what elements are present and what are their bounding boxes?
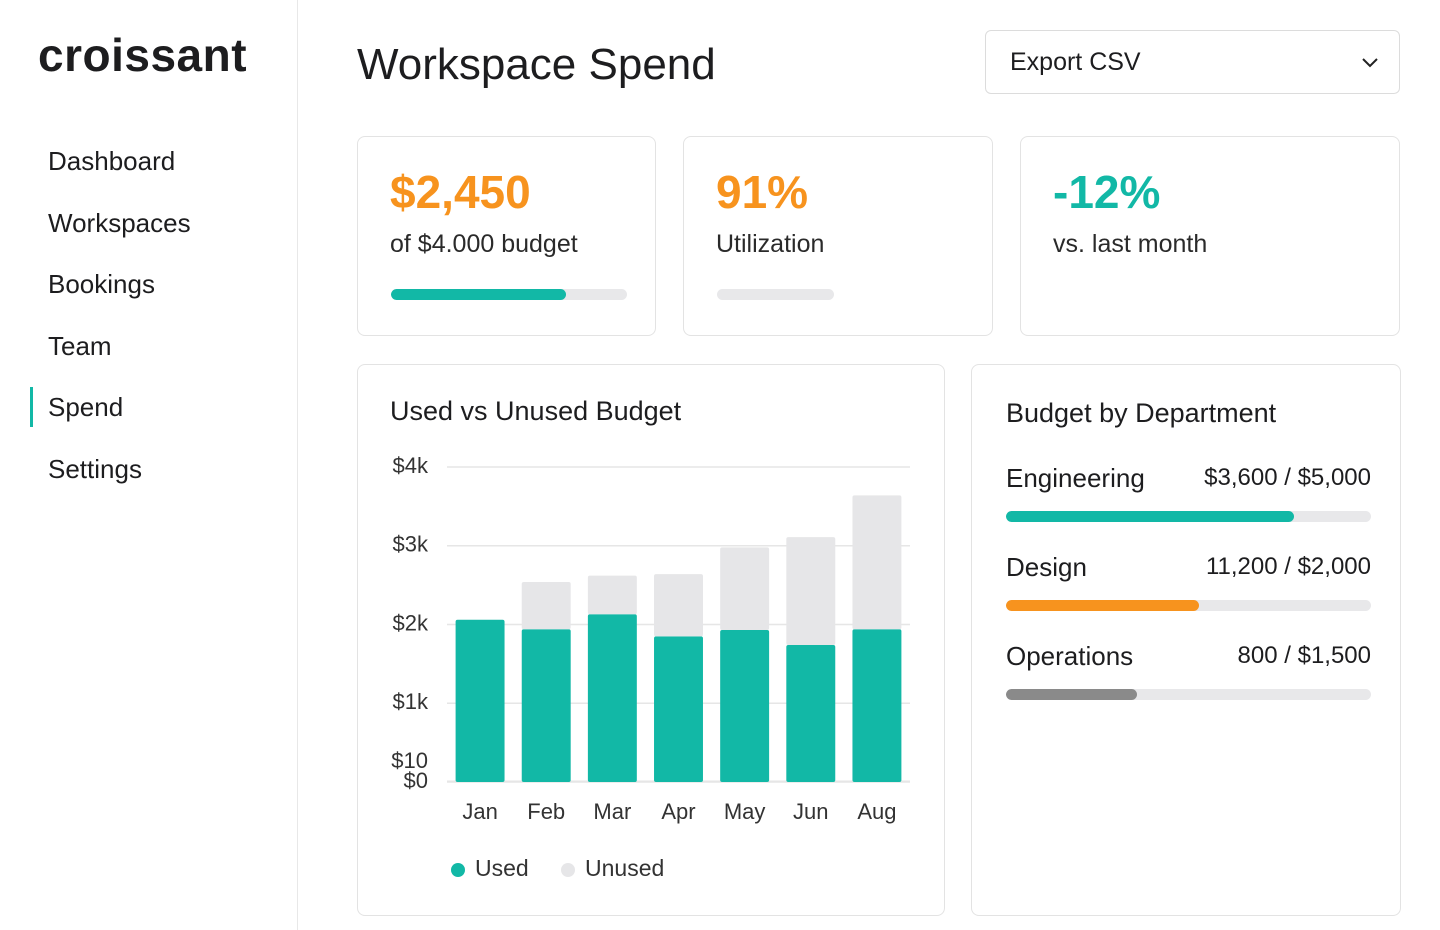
stat-card: 91% Utilization — [683, 136, 993, 336]
nav-item[interactable]: Settings — [48, 453, 142, 484]
stat-card: $2,450 of $4.000 budget — [357, 136, 656, 336]
stat-label: vs. last month — [1053, 230, 1208, 258]
progress-fill — [391, 289, 566, 300]
stat-card: -12% vs. last month — [1020, 136, 1400, 336]
department-track — [1006, 600, 1371, 611]
sidebar: croissant — [0, 0, 298, 930]
progress-track — [391, 289, 627, 300]
nav-item[interactable]: Workspaces — [48, 207, 191, 238]
chart-card — [357, 364, 945, 916]
stat-value: $2,450 — [390, 166, 531, 218]
nav-item[interactable]: Team — [48, 330, 112, 361]
logo: croissant — [38, 29, 248, 81]
department-track — [1006, 511, 1371, 522]
export-label: Export CSV — [1010, 48, 1141, 76]
progress-track — [717, 289, 834, 300]
department-amount: 800 / $1,500 — [1237, 642, 1371, 669]
department-track — [1006, 689, 1371, 700]
nav-item[interactable]: Bookings — [48, 269, 155, 299]
stat-label: of $4.000 budget — [390, 230, 578, 258]
stat-value: 91% — [716, 166, 809, 218]
stat-value: -12% — [1053, 166, 1161, 218]
department-amount: 11,200 / $2,000 — [1205, 553, 1371, 580]
nav-active-indicator — [30, 387, 33, 427]
department-amount: $3,600 / $5,000 — [1204, 464, 1371, 491]
department-fill — [1006, 689, 1138, 700]
department-title: Budget by Department — [1006, 398, 1277, 428]
department-fill — [1006, 511, 1295, 522]
department-name: Design — [1006, 552, 1087, 582]
page-title: Workspace Spend — [357, 40, 716, 89]
nav-item[interactable]: Dashboard — [48, 146, 176, 176]
department-card: Budget by Department — [971, 364, 1401, 916]
department-name: Engineering — [1006, 463, 1145, 493]
department-name: Operations — [1006, 641, 1134, 671]
export-dropdown[interactable]: Export CSV — [985, 30, 1400, 94]
chevron — [1362, 58, 1378, 68]
nav-item[interactable]: Spend — [48, 392, 124, 422]
department-fill — [1006, 600, 1200, 611]
stat-label: Utilization — [716, 230, 825, 258]
